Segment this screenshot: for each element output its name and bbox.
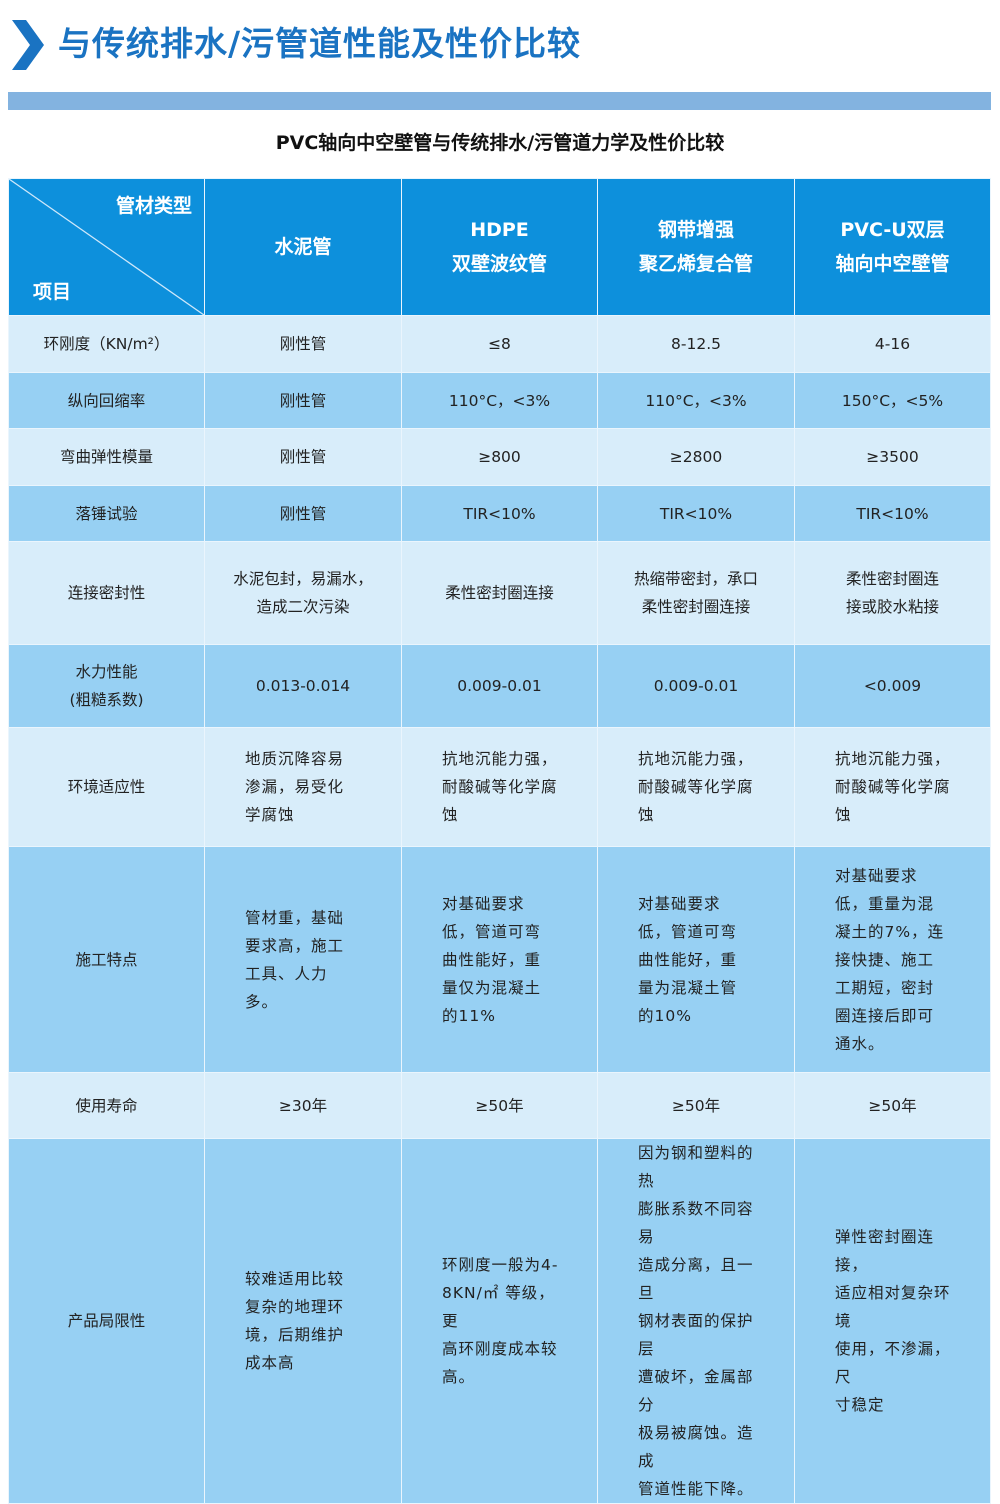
- row-label: 连接密封性: [8, 541, 205, 645]
- table-cell: 刚性管: [204, 428, 402, 486]
- row-label: 使用寿命: [8, 1072, 205, 1139]
- table-cell: 热缩带密封，承口 柔性密封圈连接: [597, 541, 795, 645]
- row-label: 施工特点: [8, 846, 205, 1073]
- table-row: 水力性能 (粗糙系数) 0.013-0.014 0.009-0.01 0.009-0.…: [8, 644, 991, 728]
- table-cell: ≥50年: [597, 1072, 795, 1139]
- table-row: 纵向回缩率 刚性管 110°C，<3% 110°C，<3% 150°C，<5%: [8, 372, 991, 429]
- table-cell: 抗地沉能力强， 耐酸碱等化学腐 蚀: [401, 727, 598, 847]
- table-row: 弯曲弹性模量 刚性管 ≥800 ≥2800 ≥3500: [8, 428, 991, 486]
- chevron-right-icon: [12, 20, 44, 70]
- header-pipe-type: 管材类型: [115, 195, 192, 217]
- page-title: 与传统排水/污管道性能及性价比较: [58, 24, 582, 63]
- table-cell: 对基础要求 低，管道可弯 曲性能好，重 量为混凝土管 的10%: [597, 846, 795, 1073]
- table-cell: 对基础要求 低，重量为混 凝土的7%，连 接快捷、施工 工期短，密封 圈连接后即…: [794, 846, 991, 1073]
- table-cell: 水泥包封，易漏水， 造成二次污染: [204, 541, 402, 645]
- table-cell: 弹性密封圈连接， 适应相对复杂环境 使用，不渗漏，尺 寸稳定: [794, 1138, 991, 1504]
- table-cell: 对基础要求 低，管道可弯 曲性能好，重 量仅为混凝土 的11%: [401, 846, 598, 1073]
- table-cell: 刚性管: [204, 315, 402, 373]
- table-cell: 因为钢和塑料的热 膨胀系数不同容易 造成分离，且一旦 钢材表面的保护层 遭破坏，…: [597, 1138, 795, 1504]
- row-label: 弯曲弹性模量: [8, 428, 205, 486]
- row-label: 产品局限性: [8, 1138, 205, 1504]
- row-label: 水力性能 (粗糙系数): [8, 644, 205, 728]
- comparison-table: 管材类型 项目 水泥管 HDPE 双壁波纹管 钢带增强 聚乙烯复合管 PVC-U…: [8, 178, 991, 1504]
- table-cell: 管材重，基础 要求高，施工 工具、人力 多。: [204, 846, 402, 1073]
- table-row: 施工特点 管材重，基础 要求高，施工 工具、人力 多。 对基础要求 低，管道可弯 曲…: [8, 846, 991, 1073]
- header-item: 项目: [33, 281, 72, 303]
- table-cell: 0.013-0.014: [204, 644, 402, 728]
- table-cell: TIR<10%: [401, 485, 598, 542]
- table-cell: 刚性管: [204, 372, 402, 429]
- table-row: 环刚度（KN/m²） 刚性管 ≤8 8-12.5 4-16: [8, 315, 991, 373]
- header-cement-pipe: 水泥管: [204, 178, 402, 316]
- table-cell: 柔性密封圈连接: [401, 541, 598, 645]
- decorative-band: [8, 92, 991, 110]
- table-cell: 地质沉降容易 渗漏，易受化 学腐蚀: [204, 727, 402, 847]
- table-cell: TIR<10%: [794, 485, 991, 542]
- table-cell: 环刚度一般为4- 8KN/㎡ 等级，更 高环刚度成本较 高。: [401, 1138, 598, 1504]
- table-cell: 0.009-0.01: [597, 644, 795, 728]
- table-cell: 150°C，<5%: [794, 372, 991, 429]
- table-cell: 0.009-0.01: [401, 644, 598, 728]
- table-cell: 抗地沉能力强， 耐酸碱等化学腐 蚀: [794, 727, 991, 847]
- table-cell: 柔性密封圈连 接或胶水粘接: [794, 541, 991, 645]
- table-row: 产品局限性 较难适用比较 复杂的地理环 境，后期维护 成本高 环刚度一般为4- 8K…: [8, 1138, 991, 1504]
- table-cell: 抗地沉能力强， 耐酸碱等化学腐 蚀: [597, 727, 795, 847]
- table-cell: 4-16: [794, 315, 991, 373]
- row-label: 落锤试验: [8, 485, 205, 542]
- table-cell: 较难适用比较 复杂的地理环 境，后期维护 成本高: [204, 1138, 402, 1504]
- table-cell: ≥30年: [204, 1072, 402, 1139]
- table-cell: 110°C，<3%: [597, 372, 795, 429]
- table-row: 连接密封性 水泥包封，易漏水， 造成二次污染 柔性密封圈连接 热缩带密封，承口 柔性密…: [8, 541, 991, 645]
- row-label: 环刚度（KN/m²）: [8, 315, 205, 373]
- table-title: PVC轴向中空壁管与传统排水/污管道力学及性价比较: [275, 132, 725, 154]
- table-cell: TIR<10%: [597, 485, 795, 542]
- header-row: 管材类型 项目 水泥管 HDPE 双壁波纹管 钢带增强 聚乙烯复合管 PVC-U…: [8, 178, 991, 316]
- table-cell: 8-12.5: [597, 315, 795, 373]
- table-cell: ≤8: [401, 315, 598, 373]
- row-label: 环境适应性: [8, 727, 205, 847]
- row-label: 纵向回缩率: [8, 372, 205, 429]
- diagonal-divider: [9, 179, 204, 315]
- table-cell: ≥50年: [401, 1072, 598, 1139]
- table-row: 落锤试验 刚性管 TIR<10% TIR<10% TIR<10%: [8, 485, 991, 542]
- table-cell: 刚性管: [204, 485, 402, 542]
- table-row: 环境适应性 地质沉降容易 渗漏，易受化 学腐蚀 抗地沉能力强， 耐酸碱等化学腐 蚀抗…: [8, 727, 991, 847]
- header-steel-reinforced-pipe: 钢带增强 聚乙烯复合管: [597, 178, 795, 316]
- table-cell: 110°C，<3%: [401, 372, 598, 429]
- table-row: 使用寿命 ≥30年 ≥50年 ≥50年 ≥50年: [8, 1072, 991, 1139]
- table-cell: ≥50年: [794, 1072, 991, 1139]
- table-cell: ≥3500: [794, 428, 991, 486]
- header-pvc-u-pipe: PVC-U双层 轴向中空壁管: [794, 178, 991, 316]
- table-cell: ≥2800: [597, 428, 795, 486]
- table-cell: <0.009: [794, 644, 991, 728]
- table-cell: ≥800: [401, 428, 598, 486]
- header-corner-cell: 管材类型 项目: [8, 178, 205, 316]
- header-hdpe-pipe: HDPE 双壁波纹管: [401, 178, 598, 316]
